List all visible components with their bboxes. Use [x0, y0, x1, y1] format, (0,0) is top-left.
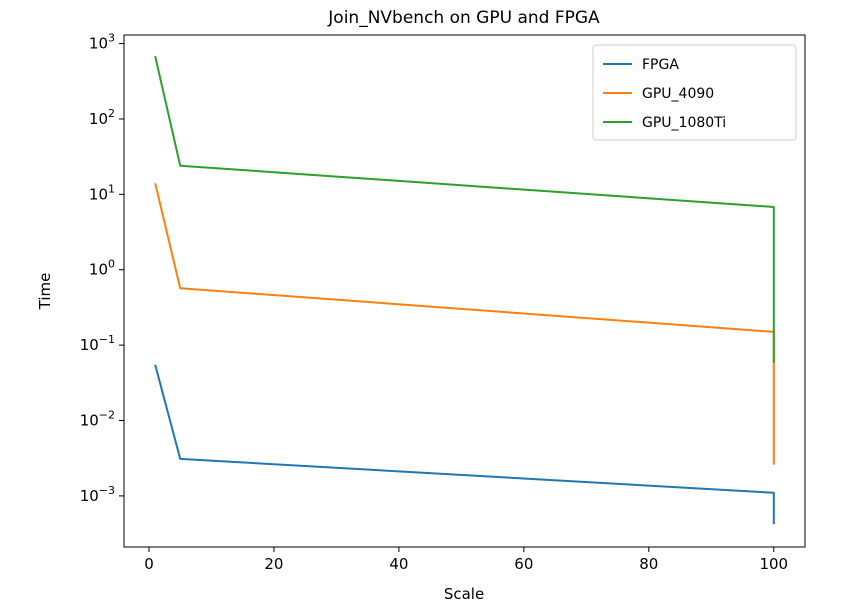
- series-line-gpu-1080ti: [154, 55, 775, 363]
- y-tick-label: 102: [89, 107, 115, 128]
- legend-entries: FPGA GPU_4090 GPU_1080Ti: [603, 57, 726, 131]
- chart-title: Join_NVbench on GPU and FPGA: [327, 8, 600, 28]
- y-tick-exponent: 3: [108, 32, 115, 45]
- plot-frame: [123, 34, 806, 548]
- y-tick-label: 10−1: [80, 333, 115, 354]
- legend-label: GPU_4090: [642, 86, 714, 102]
- legend-label: FPGA: [642, 57, 679, 73]
- legend-label: GPU_1080Ti: [642, 115, 726, 131]
- y-tick-base: 10: [89, 261, 108, 279]
- x-axis-ticks: 0 20 40 60 80 100: [144, 547, 788, 573]
- legend-entry: GPU_4090: [603, 86, 714, 102]
- y-tick-label: 101: [89, 182, 115, 203]
- x-tick-label: 60: [514, 555, 533, 573]
- y-axis-label: Time: [36, 273, 54, 311]
- y-tick-exponent: −1: [99, 333, 115, 346]
- y-tick-exponent: −3: [99, 484, 115, 497]
- y-tick-label: 103: [89, 32, 115, 53]
- x-tick-label: 0: [144, 555, 154, 573]
- legend-entry: FPGA: [603, 57, 679, 73]
- y-tick-base: 10: [80, 336, 99, 354]
- y-tick-label: 100: [89, 258, 115, 279]
- y-tick-base: 10: [80, 412, 99, 430]
- series-line-gpu-4090: [154, 183, 775, 465]
- y-tick-base: 10: [89, 185, 108, 203]
- x-tick-label: 100: [759, 555, 788, 573]
- x-tick-label: 20: [264, 555, 283, 573]
- y-tick-exponent: 1: [108, 182, 115, 195]
- y-tick-label: 10−3: [80, 484, 115, 505]
- y-tick-base: 10: [89, 110, 108, 128]
- y-tick-exponent: −2: [99, 409, 115, 422]
- x-axis-label: Scale: [444, 585, 484, 603]
- y-tick-base: 10: [89, 35, 108, 53]
- legend-frame: [592, 44, 797, 141]
- x-tick-label: 40: [389, 555, 408, 573]
- y-tick-exponent: 2: [108, 107, 115, 120]
- y-tick-exponent: 0: [108, 258, 115, 271]
- y-tick-label: 10−2: [80, 409, 115, 430]
- y-tick-base: 10: [80, 487, 99, 505]
- series-line-fpga: [154, 364, 775, 525]
- legend-entry: GPU_1080Ti: [603, 115, 726, 131]
- series-layer: [154, 55, 775, 525]
- x-tick-label: 80: [639, 555, 658, 573]
- legend: FPGA GPU_4090 GPU_1080Ti: [592, 44, 797, 141]
